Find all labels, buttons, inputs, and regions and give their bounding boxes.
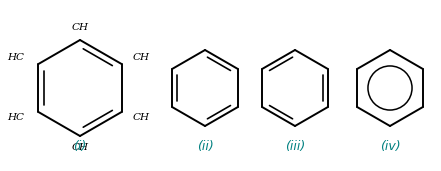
Text: HC: HC xyxy=(7,54,24,62)
Text: (i): (i) xyxy=(73,140,86,153)
Text: (iii): (iii) xyxy=(285,140,305,153)
Text: CH: CH xyxy=(133,54,149,62)
Text: (ii): (ii) xyxy=(197,140,213,153)
Text: HC: HC xyxy=(7,114,24,122)
Text: (iv): (iv) xyxy=(380,140,400,153)
Text: CH: CH xyxy=(133,114,149,122)
Text: CH: CH xyxy=(71,143,89,153)
Text: CH: CH xyxy=(71,23,89,32)
